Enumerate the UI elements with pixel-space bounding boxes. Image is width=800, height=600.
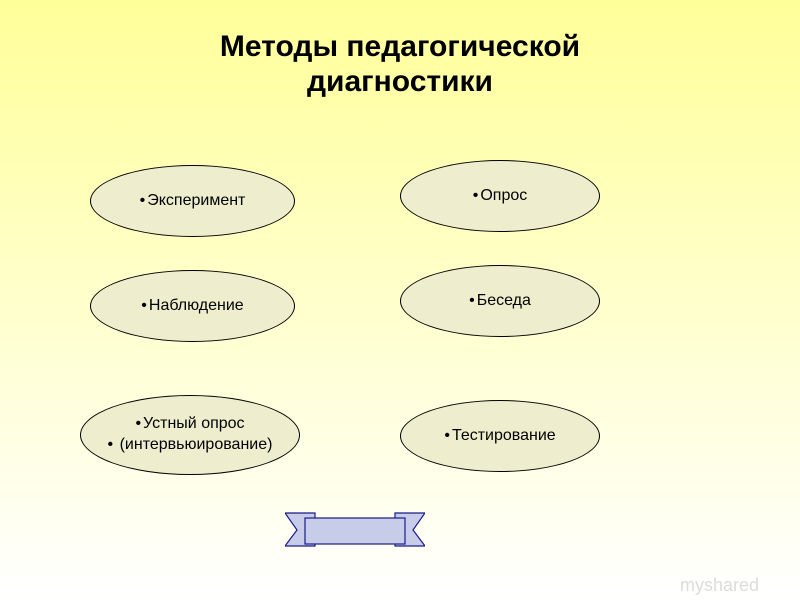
method-ellipse-beseda: Беседа (400, 265, 600, 337)
method-label2-ustny: (интервьюирование) (108, 435, 273, 456)
title-line-2: диагностики (307, 65, 493, 98)
ribbon-front (305, 518, 405, 544)
method-ellipse-testing: Тестирование (400, 400, 600, 472)
method-ellipse-ustny: Устный опрос (интервьюирование) (80, 395, 300, 475)
method-ellipse-opros: Опрос (400, 160, 600, 232)
title-line-1: Методы педагогической (220, 30, 580, 63)
method-ellipse-observation: Наблюдение (90, 270, 295, 342)
page-title: Методы педагогической диагностики (0, 30, 800, 99)
method-label-observation: Наблюдение (141, 296, 243, 317)
ribbon-banner (285, 510, 425, 552)
method-label-ustny: Устный опрос (135, 414, 244, 435)
watermark: myshared (680, 575, 759, 596)
method-label-testing: Тестирование (444, 426, 555, 447)
method-label-beseda: Беседа (469, 291, 531, 312)
method-label-experiment: Эксперимент (140, 191, 246, 212)
watermark-text: myshared (680, 575, 759, 595)
method-label-opros: Опрос (473, 186, 528, 207)
method-ellipse-experiment: Эксперимент (90, 165, 295, 237)
